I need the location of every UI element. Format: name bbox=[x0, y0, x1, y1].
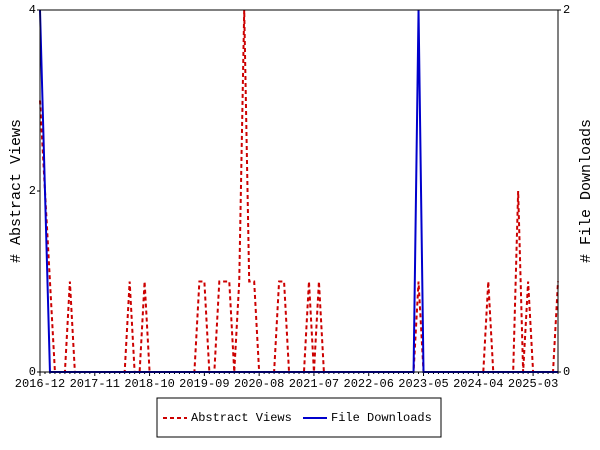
y2-axis-label: # File Downloads bbox=[578, 119, 595, 263]
x-tick-label: 2023-05 bbox=[398, 377, 448, 391]
y2-tick-label: 0 bbox=[563, 365, 570, 379]
x-tick-label: 2022-06 bbox=[344, 377, 394, 391]
y-tick-label: 0 bbox=[29, 365, 36, 379]
plot-border bbox=[39, 9, 559, 373]
x-tick-label: 2024-04 bbox=[453, 377, 503, 391]
x-tick-label: 2017-11 bbox=[70, 377, 120, 391]
y-tick-label: 4 bbox=[29, 3, 36, 17]
x-tick-label: 2016-12 bbox=[15, 377, 65, 391]
x-tick-label: 2025-03 bbox=[508, 377, 558, 391]
legend-label: Abstract Views bbox=[191, 411, 292, 425]
y2-tick-label: 2 bbox=[563, 3, 570, 17]
plot-frame bbox=[39, 9, 559, 373]
x-tick-label: 2020-08 bbox=[234, 377, 284, 391]
legend bbox=[156, 397, 442, 438]
legend-label: File Downloads bbox=[331, 411, 432, 425]
y-axis-label: # Abstract Views bbox=[8, 119, 25, 263]
x-tick-label: 2019-09 bbox=[179, 377, 229, 391]
y-tick-label: 2 bbox=[29, 184, 36, 198]
x-tick-label: 2021-07 bbox=[289, 377, 339, 391]
x-tick-label: 2018-10 bbox=[124, 377, 174, 391]
